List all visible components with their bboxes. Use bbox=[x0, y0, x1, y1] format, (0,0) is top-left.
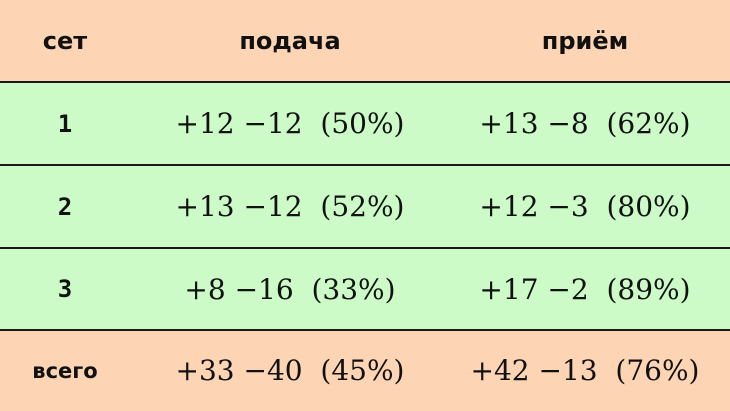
receive-cell: +12 −3 (80%) bbox=[479, 190, 691, 223]
total-row: всего +33 −40 (45%) +42 −13 (76%) bbox=[0, 330, 730, 411]
serve-cell: +8 −16 (33%) bbox=[184, 272, 396, 306]
table-row: 2 +13 −12 (52%) +12 −3 (80%) bbox=[0, 165, 730, 248]
header-receive: приём bbox=[541, 27, 629, 55]
receive-cell: +13 −8 (62%) bbox=[479, 107, 691, 140]
set-number: 3 bbox=[57, 275, 73, 303]
divider bbox=[0, 81, 730, 83]
set-number: 2 bbox=[57, 192, 73, 221]
table-row: 3 +8 −16 (33%) +17 −2 (89%) bbox=[0, 248, 730, 330]
header-set: сет bbox=[42, 27, 88, 55]
set-number: 1 bbox=[57, 109, 73, 138]
table-row: 1 +12 −12 (50%) +13 −8 (62%) bbox=[0, 82, 730, 165]
header-row: сет подача приём bbox=[0, 0, 730, 82]
receive-cell: +17 −2 (89%) bbox=[479, 272, 691, 306]
divider bbox=[0, 164, 730, 166]
total-label: всего bbox=[32, 358, 98, 383]
total-serve: +33 −40 (45%) bbox=[175, 354, 405, 387]
serve-cell: +13 −12 (52%) bbox=[175, 190, 405, 223]
divider bbox=[0, 329, 730, 331]
header-serve: подача bbox=[239, 27, 341, 55]
serve-cell: +12 −12 (50%) bbox=[175, 107, 405, 140]
divider bbox=[0, 247, 730, 249]
total-receive: +42 −13 (76%) bbox=[470, 354, 700, 387]
